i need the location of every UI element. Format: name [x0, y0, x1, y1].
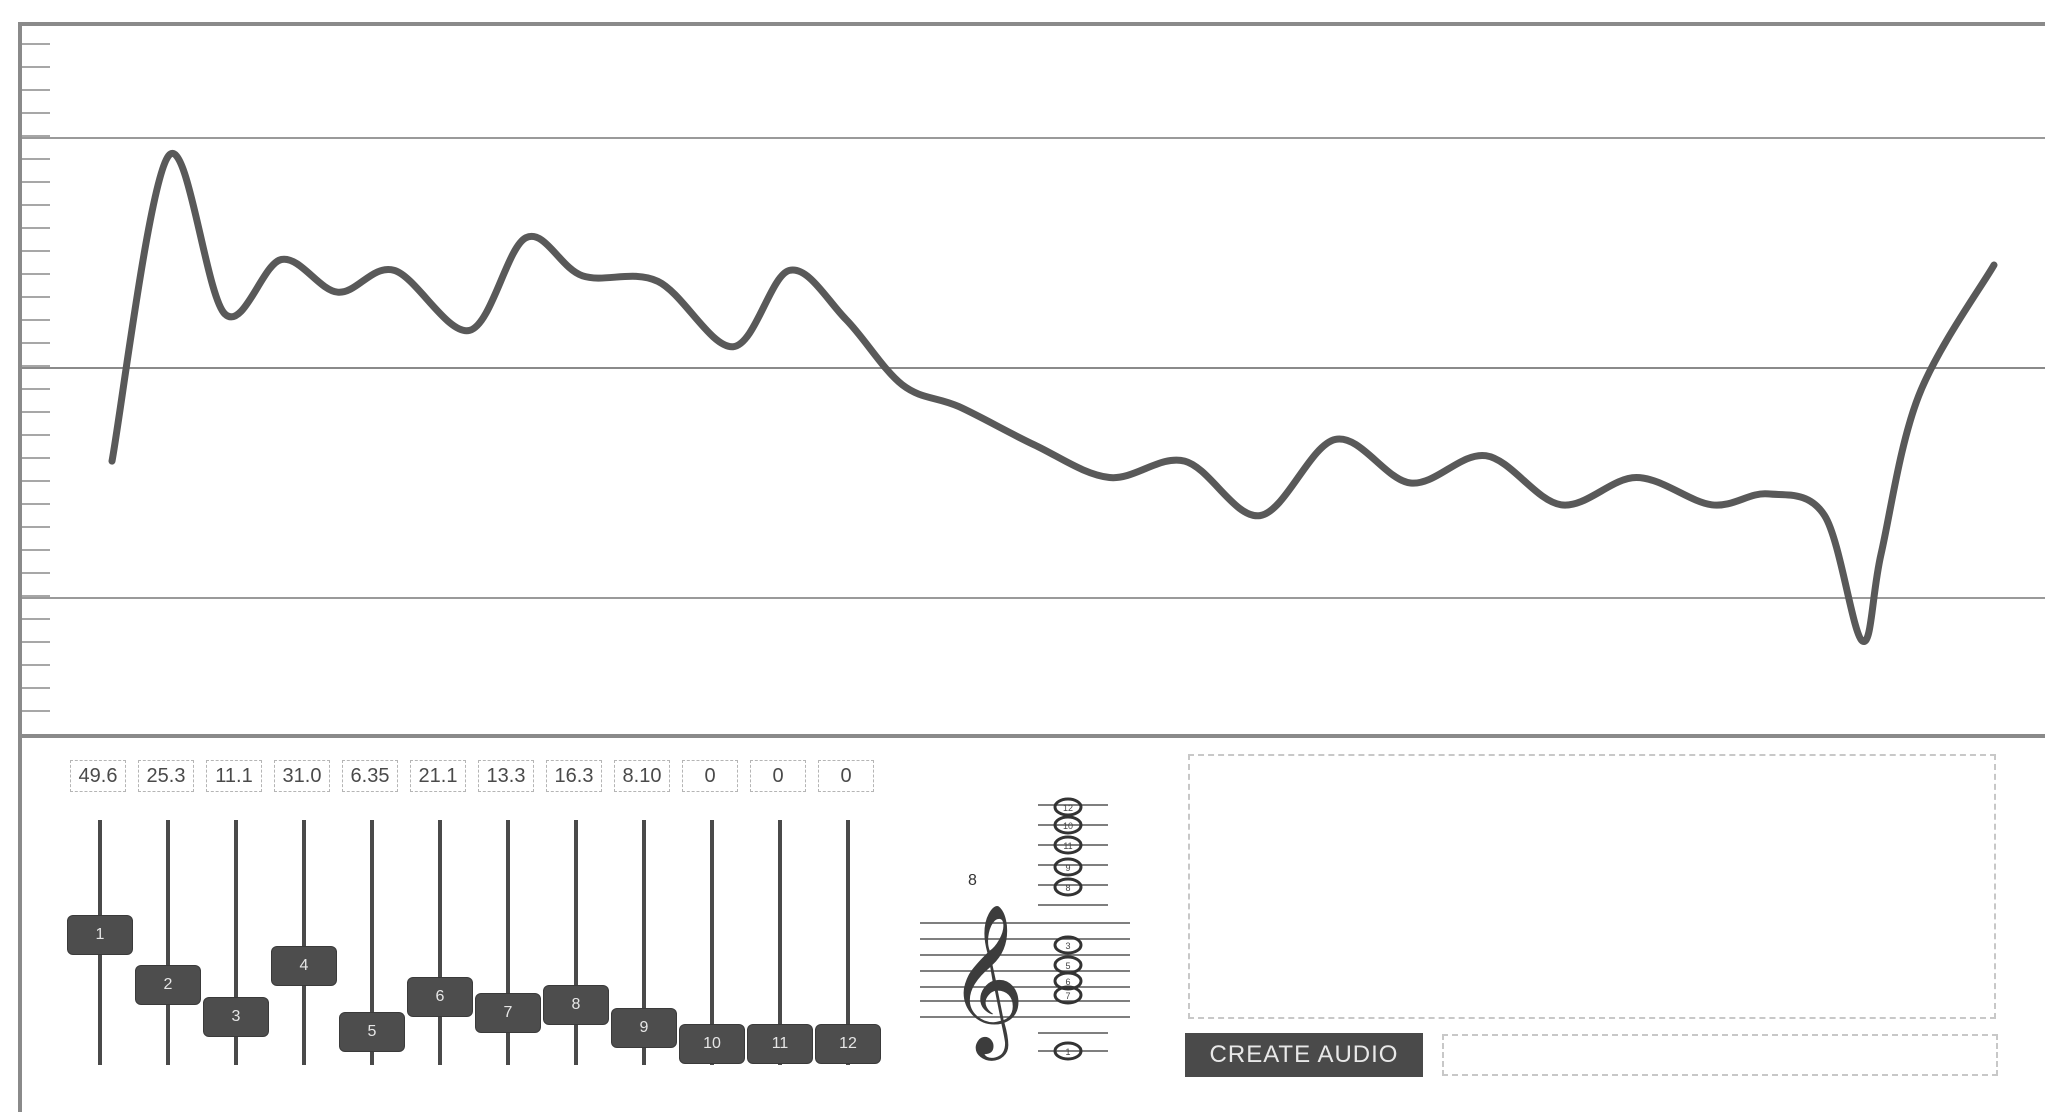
- harmonic-value-field[interactable]: 25.3: [138, 760, 194, 792]
- harmonic-slider-knob[interactable]: 6: [408, 977, 472, 1016]
- note-head: [1053, 935, 1083, 955]
- harmonic-slider-knob[interactable]: 8: [544, 986, 608, 1025]
- audio-output-area: [1188, 754, 1996, 1019]
- waveform-curve: [108, 149, 1998, 645]
- octave-marker: 8: [968, 872, 977, 889]
- harmonic-slider-knob[interactable]: 4: [272, 947, 336, 986]
- note-head: [1053, 985, 1083, 1005]
- note-label: 9: [1065, 863, 1070, 873]
- create-audio-button[interactable]: CREATE AUDIO: [1185, 1033, 1423, 1077]
- harmonic-slider-knob[interactable]: 5: [340, 1012, 404, 1051]
- harmonic-value-field[interactable]: 0: [682, 760, 738, 792]
- harmonic-slider-track[interactable]: [710, 820, 714, 1065]
- harmonic-slider-knob[interactable]: 3: [204, 998, 268, 1037]
- note-label: 10: [1063, 821, 1073, 831]
- noteheads: 12 10 11 9 8 3 5 6 7 1: [1053, 797, 1083, 1061]
- harmonic-slider-track[interactable]: [846, 820, 850, 1065]
- harmonic-slider-track[interactable]: [778, 820, 782, 1065]
- harmonic-slider-track[interactable]: [370, 820, 374, 1065]
- harmonic-value-field[interactable]: 0: [750, 760, 806, 792]
- harmonic-value-field[interactable]: 0: [818, 760, 874, 792]
- ledger-lines: [1038, 804, 1108, 1052]
- note-head: [1053, 857, 1083, 877]
- staff-svg: 8 𝄞 12 10 11 9 8 3 5 6 7 1: [920, 797, 1130, 1061]
- harmonic-value-field[interactable]: 8.10: [614, 760, 670, 792]
- harmonic-slider-track[interactable]: [506, 820, 510, 1065]
- harmonic-value-field[interactable]: 6.35: [342, 760, 398, 792]
- note-head: [1053, 797, 1083, 817]
- synth-frame: [18, 22, 2045, 1112]
- harmonic-slider-knob[interactable]: 11: [748, 1025, 812, 1063]
- note-head: [1053, 815, 1083, 835]
- amplitude-ruler: [22, 43, 50, 712]
- treble-clef-icon: 𝄞: [948, 902, 1025, 1061]
- harmonic-notation: 8 𝄞 12 10 11 9 8 3 5 6 7 1: [918, 795, 1138, 1065]
- note-label: 11: [1063, 841, 1072, 851]
- note-head: [1053, 835, 1083, 855]
- harmonic-value-field[interactable]: 16.3: [546, 760, 602, 792]
- note-label: 6: [1065, 977, 1070, 987]
- harmonic-slider-track[interactable]: [438, 820, 442, 1065]
- harmonic-slider-knob[interactable]: 10: [680, 1025, 744, 1063]
- harmonic-slider-knob[interactable]: 7: [476, 994, 540, 1033]
- harmonic-slider-knob[interactable]: 12: [816, 1025, 880, 1063]
- note-label: 1: [1065, 1047, 1070, 1057]
- harmonic-slider-track[interactable]: [574, 820, 578, 1065]
- audio-status-field: [1442, 1034, 1998, 1076]
- harmonic-value-field[interactable]: 13.3: [478, 760, 534, 792]
- note-head: [1053, 877, 1083, 897]
- harmonic-slider-track[interactable]: [302, 820, 306, 1065]
- harmonic-slider-track[interactable]: [166, 820, 170, 1065]
- harmonic-value-field[interactable]: 11.1: [206, 760, 262, 792]
- note-head: [1053, 1041, 1083, 1061]
- panel-divider: [22, 734, 2045, 738]
- note-head: [1053, 971, 1083, 991]
- note-label: 3: [1065, 941, 1070, 951]
- harmonic-slider-knob[interactable]: 1: [68, 916, 132, 955]
- harmonic-value-field[interactable]: 21.1: [410, 760, 466, 792]
- harmonic-slider-knob[interactable]: 2: [136, 965, 200, 1004]
- note-label: 7: [1065, 991, 1070, 1001]
- staff-lines: [920, 922, 1130, 1018]
- waveform-display: [22, 26, 2045, 734]
- harmonic-slider-knob[interactable]: 9: [612, 1008, 676, 1047]
- harmonic-slider-track[interactable]: [234, 820, 238, 1065]
- note-label: 5: [1065, 961, 1070, 971]
- harmonic-slider-track[interactable]: [642, 820, 646, 1065]
- waveform-svg: [22, 43, 2045, 712]
- note-label: 8: [1065, 883, 1070, 893]
- note-label: 12: [1063, 803, 1073, 813]
- harmonic-value-field[interactable]: 31.0: [274, 760, 330, 792]
- harmonic-value-field[interactable]: 49.6: [70, 760, 126, 792]
